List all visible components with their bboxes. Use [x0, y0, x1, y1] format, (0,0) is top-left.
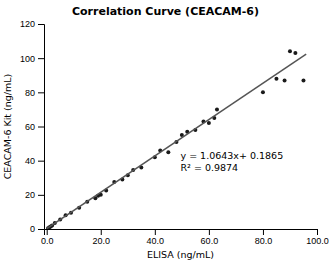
point	[274, 77, 278, 81]
x-axis-title: ELISA (ng/mL)	[147, 249, 214, 260]
x-tick: 100.0	[306, 229, 329, 246]
point	[261, 90, 265, 94]
x-tick-mark	[47, 229, 48, 235]
point	[288, 49, 292, 53]
y-tick: 40	[25, 156, 44, 166]
y-tick-mark	[38, 195, 44, 196]
y-tick-mark	[38, 161, 44, 162]
regression-line	[47, 54, 306, 229]
point	[293, 51, 297, 55]
point	[166, 150, 170, 154]
point	[301, 78, 305, 82]
x-tick-mark	[155, 229, 156, 235]
y-tick: 80	[25, 88, 44, 98]
y-tick-mark	[38, 24, 44, 25]
point	[207, 121, 211, 125]
y-tick: 60	[25, 122, 44, 132]
y-tick-label: 20	[25, 190, 35, 200]
y-tick-label: 80	[25, 88, 35, 98]
x-tick: 80.0	[255, 229, 273, 246]
title: Correlation Curve (CEACAM-6)	[72, 5, 259, 18]
x-tick: 0.0	[41, 229, 54, 246]
y-tick-label: 60	[25, 122, 35, 132]
chart: 0.0 20.0 40.0 60.0 80.0 100.0 0 20 40 60 80 100 120 y…	[0, 0, 331, 263]
plot: 0.0 20.0 40.0 60.0 80.0 100.0 0 20 40 60 80 100 120 y…	[20, 19, 329, 246]
y-axis: 0 20 40 60 80 100 120	[20, 19, 45, 234]
x-tick-label: 100.0	[306, 236, 329, 246]
y-axis-title: CEACAM-6 Kit (ng/mL)	[2, 74, 13, 180]
x-tick-mark	[101, 229, 102, 235]
x-tick-label: 20.0	[92, 236, 110, 246]
y-tick-mark	[38, 58, 44, 59]
x-tick-mark	[263, 229, 264, 235]
y-tick: 0	[30, 224, 44, 234]
x-tick: 40.0	[147, 229, 165, 246]
y-tick-label: 100	[20, 54, 35, 64]
y-tick: 120	[20, 19, 44, 29]
annotation-line: y = 1.0643x+ 0.1865	[181, 150, 284, 161]
x-tick-label: 60.0	[201, 236, 219, 246]
y-tick-mark	[38, 92, 44, 93]
y-axis-line	[38, 25, 45, 230]
marks	[46, 49, 306, 229]
x-tick: 20.0	[92, 229, 110, 246]
y-tick-label: 120	[20, 19, 35, 29]
x-tick-mark	[209, 229, 210, 235]
x-axis: 0.0 20.0 40.0 60.0 80.0 100.0	[41, 229, 329, 246]
annotation: y = 1.0643x+ 0.1865R² = 0.9874	[181, 150, 284, 172]
y-tick: 20	[25, 190, 44, 200]
x-tick-label: 80.0	[255, 236, 273, 246]
x-tick-mark	[317, 229, 318, 235]
y-tick-mark	[38, 229, 44, 230]
y-tick-label: 40	[25, 156, 35, 166]
x-tick-label: 0.0	[41, 236, 54, 246]
point	[215, 107, 219, 111]
x-tick-label: 40.0	[147, 236, 165, 246]
x-axis-line	[45, 230, 318, 236]
annotation-line: R² = 0.9874	[181, 162, 239, 173]
y-tick-mark	[38, 127, 44, 128]
point	[283, 78, 287, 82]
y-tick-label: 0	[30, 224, 35, 234]
x-tick: 60.0	[201, 229, 219, 246]
y-tick: 100	[20, 54, 44, 64]
